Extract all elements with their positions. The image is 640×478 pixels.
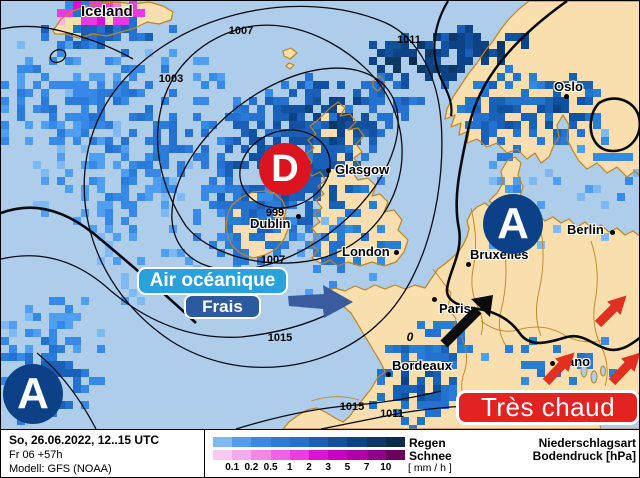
isobar-label-0: 0 bbox=[406, 330, 414, 344]
snow-swatch bbox=[309, 450, 329, 460]
rain-swatch bbox=[289, 437, 310, 447]
city-dot-london bbox=[394, 250, 399, 255]
tick-1: 1 bbox=[287, 462, 293, 473]
city-dot-milano bbox=[550, 361, 555, 366]
tick-3: 3 bbox=[325, 462, 331, 473]
pressure-markers: D A A bbox=[1, 1, 639, 429]
isobar-label-1007: 1007 bbox=[228, 25, 254, 37]
rain-swatch bbox=[385, 437, 406, 447]
snow-swatch bbox=[328, 450, 348, 460]
country-borders bbox=[310, 207, 608, 407]
tick-0.5: 0.5 bbox=[263, 462, 278, 473]
legend-run: Fr 06 +57h bbox=[9, 449, 63, 461]
precip-type-label: Niederschlagsart bbox=[538, 436, 636, 450]
legend-datetime: So, 26.06.2022, 12..15 UTC bbox=[9, 433, 160, 447]
city-dot-bordeaux bbox=[386, 372, 391, 377]
legend-model: Modell: GFS (NOAA) bbox=[9, 463, 112, 475]
air-oceanique-label: Air océanique bbox=[137, 267, 288, 295]
high-pressure-marker: A bbox=[3, 364, 63, 424]
rain-color-scale bbox=[213, 437, 406, 447]
map-canvas: 1003 1007 1011 999 1007 1015 1015 1011 0 Iceland… bbox=[1, 1, 639, 429]
snow-scale-label: Schnee bbox=[409, 449, 452, 463]
snow-color-scale bbox=[213, 450, 406, 460]
snow-swatch bbox=[232, 450, 252, 460]
city-label-berlin: Berlin bbox=[567, 222, 604, 237]
hot-air-arrow-icons bbox=[542, 295, 639, 386]
high-pressure-marker: A bbox=[483, 194, 543, 254]
scale-unit-label: [ mm / h ] bbox=[408, 462, 452, 474]
rain-swatch bbox=[251, 437, 271, 447]
cool-air-arrow-icon bbox=[288, 285, 353, 318]
isobar-label-999: 999 bbox=[265, 207, 285, 219]
rain-swatch bbox=[232, 437, 252, 447]
rain-swatch bbox=[328, 437, 348, 447]
isobar-label-1007: 1007 bbox=[260, 254, 286, 266]
city-dot-berlin bbox=[610, 230, 615, 235]
frais-label: Frais bbox=[184, 294, 261, 319]
snow-swatch bbox=[289, 450, 310, 460]
city-label-dublin: Dublin bbox=[250, 216, 291, 231]
rain-scale-label: Regen bbox=[409, 436, 446, 450]
city-dot-oslo bbox=[564, 94, 569, 99]
rain-swatch bbox=[213, 437, 233, 447]
isobar-label-1015: 1015 bbox=[267, 332, 293, 344]
city-label-glasgow: Glasgow bbox=[335, 162, 390, 177]
tick-10: 10 bbox=[380, 462, 392, 473]
city-label-oslo: Oslo bbox=[554, 79, 583, 94]
rain-swatch bbox=[347, 437, 367, 447]
isobars-thick bbox=[1, 1, 639, 352]
rain-swatch bbox=[309, 437, 329, 447]
tick-7: 7 bbox=[363, 462, 370, 473]
legend-precip-scale: 0.1 0.2 0.5 1 2 3 5 7 10 Regen Schnee [ mm / h ]… bbox=[205, 430, 639, 477]
city-labels: Iceland Oslo Glasgow Dublin London Bruxelles B… bbox=[1, 1, 639, 429]
isobar-label-1003: 1003 bbox=[158, 73, 184, 85]
isobar-label-1011: 1011 bbox=[380, 408, 404, 420]
rain-swatch bbox=[366, 437, 386, 447]
legend-bar: So, 26.06.2022, 12..15 UTC Fr 06 +57h Mo… bbox=[1, 429, 639, 477]
tick-5: 5 bbox=[344, 462, 351, 473]
low-pressure-marker: D bbox=[259, 143, 311, 195]
snow-swatch bbox=[213, 450, 233, 460]
city-label-london: London bbox=[342, 244, 390, 259]
tres-chaud-label: Très chaud bbox=[456, 390, 639, 425]
city-dot-paris bbox=[432, 297, 437, 302]
tick-2: 2 bbox=[306, 462, 312, 473]
tick-0.1: 0.1 bbox=[225, 462, 240, 473]
isobar-label-1011: 1011 bbox=[397, 34, 421, 46]
rain-swatch bbox=[270, 437, 290, 447]
snow-swatch bbox=[385, 450, 406, 460]
tick-0.2: 0.2 bbox=[244, 462, 259, 473]
pressure-field-label: Bodendruck [hPa] bbox=[532, 449, 636, 463]
city-label-bordeaux: Bordeaux bbox=[392, 358, 452, 373]
annotation-arrows bbox=[288, 285, 639, 386]
snow-swatch bbox=[366, 450, 386, 460]
movement-arrow-icon bbox=[440, 295, 493, 348]
city-dot-dublin bbox=[296, 214, 301, 219]
snow-swatch bbox=[270, 450, 290, 460]
city-dot-glasgow bbox=[326, 168, 331, 173]
city-label-paris: Paris bbox=[439, 301, 471, 316]
snow-swatch bbox=[251, 450, 271, 460]
isobar-label-1015: 1015 bbox=[339, 401, 365, 413]
legend-model-info: So, 26.06.2022, 12..15 UTC Fr 06 +57h Mo… bbox=[1, 430, 205, 477]
snow-swatch bbox=[347, 450, 367, 460]
city-dot-bruxelles bbox=[466, 262, 471, 267]
city-label-iceland: Iceland bbox=[81, 3, 133, 20]
isobar-labels: 1003 1007 1011 999 1007 1015 1015 1011 0 bbox=[1, 1, 639, 429]
isobars bbox=[1, 5, 502, 429]
